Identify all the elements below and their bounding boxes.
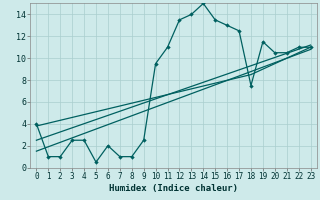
Point [177,18,182,21]
Point [58,155,63,158]
Point [129,155,134,158]
Point [165,46,170,49]
Point [34,122,39,125]
Point [272,51,277,54]
Point [153,62,158,65]
Point [248,84,253,87]
Point [213,18,218,21]
Point [296,46,301,49]
Point [189,13,194,16]
Point [70,139,75,142]
Point [236,29,242,32]
Point [82,139,87,142]
Point [93,161,99,164]
Point [46,155,51,158]
Point [141,139,146,142]
Point [284,51,289,54]
Point [308,46,313,49]
Point [117,155,123,158]
Point [201,2,206,5]
Point [260,40,266,43]
Point [225,24,230,27]
Point [105,144,110,147]
X-axis label: Humidex (Indice chaleur): Humidex (Indice chaleur) [109,184,238,193]
